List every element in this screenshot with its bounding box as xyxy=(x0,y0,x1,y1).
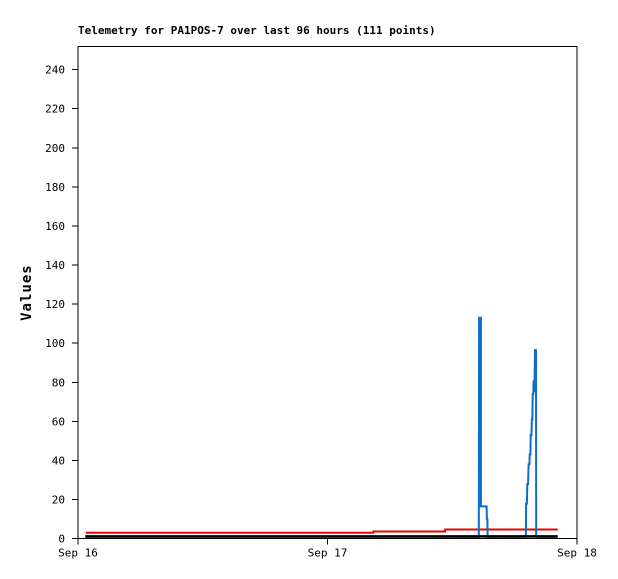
y-tick-label: 100 xyxy=(45,337,65,350)
y-tick-label: 240 xyxy=(45,64,65,77)
x-tick-label: Sep 16 xyxy=(58,547,98,560)
y-tick-label: 20 xyxy=(52,494,65,507)
y-tick-label: 220 xyxy=(45,103,65,116)
y-tick-label: 140 xyxy=(45,259,65,272)
plot-border xyxy=(77,46,578,540)
y-tick-label: 40 xyxy=(52,455,65,468)
chart-title: Telemetry for PA1POS-7 over last 96 hour… xyxy=(78,24,436,37)
y-tick-label: 160 xyxy=(45,220,65,233)
y-tick-label: 200 xyxy=(45,142,65,155)
y-tick-label: 120 xyxy=(45,298,65,311)
y-axis-label: Values xyxy=(19,264,35,321)
x-tick-label: Sep 17 xyxy=(308,547,348,560)
y-tick-label: 60 xyxy=(52,415,65,428)
y-tick-label: 80 xyxy=(52,376,65,389)
y-tick-label: 180 xyxy=(45,181,65,194)
x-tick-label: Sep 18 xyxy=(557,547,597,560)
series-line-blue-channel xyxy=(85,316,558,538)
y-tick-label: 0 xyxy=(58,533,65,546)
series-line-red-channel xyxy=(85,528,558,534)
